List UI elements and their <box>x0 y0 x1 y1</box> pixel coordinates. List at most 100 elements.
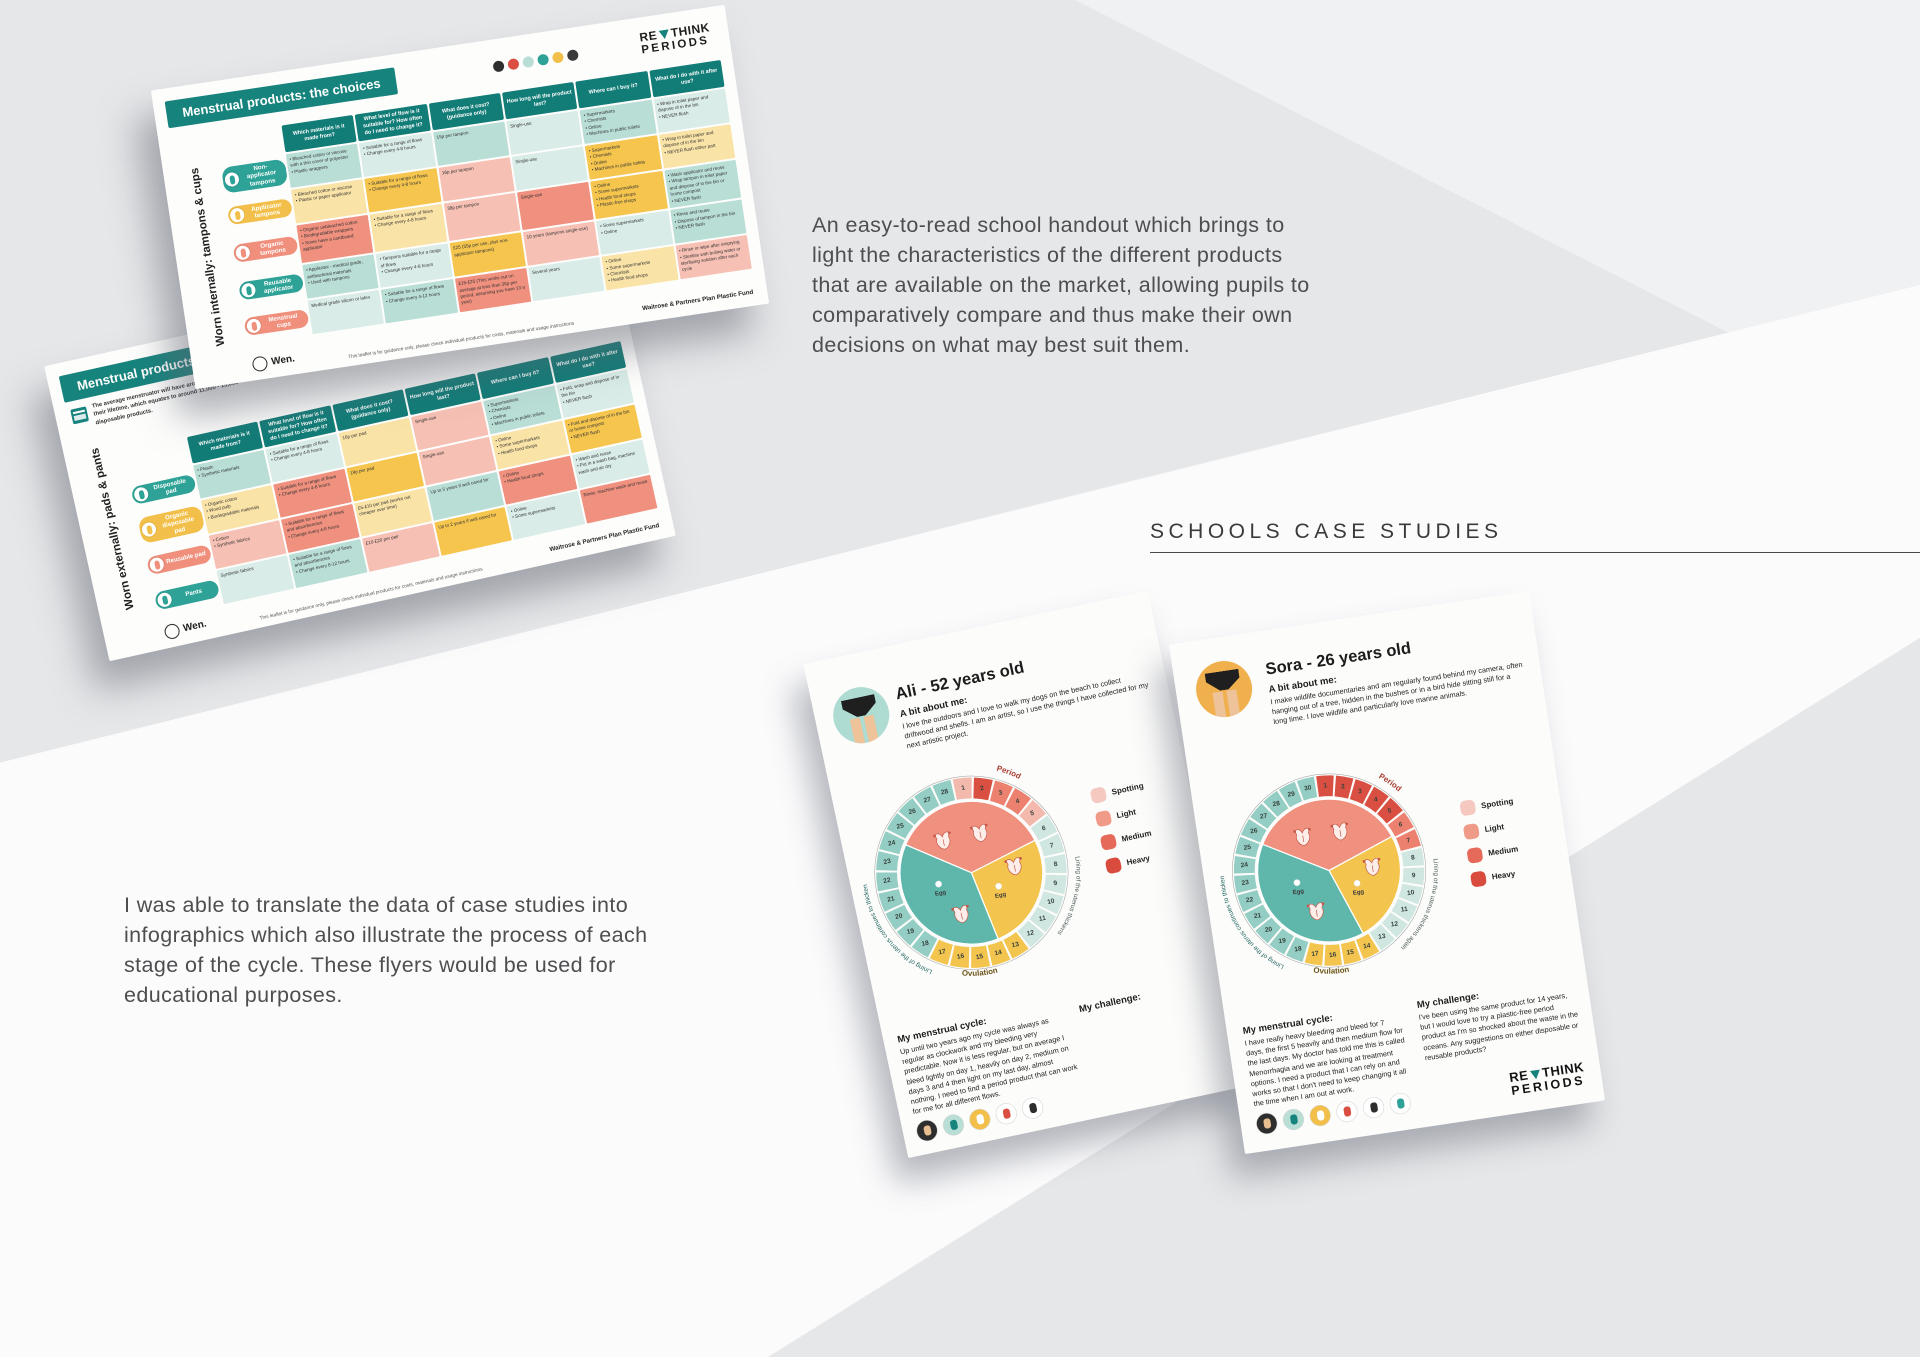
tampon-icon <box>967 1107 992 1132</box>
day-segment <box>1401 847 1425 867</box>
liner-icon <box>1388 1092 1412 1115</box>
day-segment <box>1316 775 1334 797</box>
row-label: Reusable pad <box>165 550 207 566</box>
day-segment <box>879 831 905 855</box>
tampon-icon <box>1308 1104 1332 1127</box>
day-number: 16 <box>1329 951 1338 959</box>
period-pants-icon <box>1255 1112 1279 1135</box>
day-segment <box>1402 867 1425 886</box>
day-number: 21 <box>887 895 896 903</box>
leaflet-tampons-cups: Menstrual products: the choices RE THINK … <box>150 4 770 390</box>
period-pants-icon <box>492 60 505 73</box>
infographics-description: I was able to translate the data of case… <box>124 892 648 1007</box>
day-number: 14 <box>994 949 1003 957</box>
day-segment <box>929 939 953 965</box>
day-number: 24 <box>1240 861 1249 869</box>
row-label: Reusable applicator <box>263 276 294 296</box>
row-label-pill: Non-applicator tampons <box>221 158 289 194</box>
day-segment <box>1364 786 1389 813</box>
organic-pad-icon <box>140 521 158 538</box>
day-number: 26 <box>908 808 917 816</box>
day-segment <box>1296 776 1318 801</box>
day-segment <box>952 777 972 800</box>
legend-label: Medium <box>1487 844 1519 858</box>
phase-wedge <box>1328 835 1402 935</box>
day-number: 20 <box>1264 926 1273 934</box>
applicator-icon <box>551 51 565 64</box>
day-number: 13 <box>1011 941 1020 949</box>
legend-label: Heavy <box>1125 853 1151 868</box>
egg-label: Egg <box>1292 889 1304 897</box>
row-label: Disposable pad <box>152 477 187 496</box>
day-segment <box>1355 933 1380 960</box>
day-number: 14 <box>1363 942 1372 950</box>
day-segment <box>1377 797 1403 824</box>
row-label: Non-applicator tampons <box>246 163 277 188</box>
day-number: 28 <box>1272 800 1281 808</box>
day-segment <box>885 904 913 931</box>
menstrual-cup-icon <box>507 57 520 71</box>
uterus-illustration <box>1293 827 1311 846</box>
day-segment <box>878 889 904 912</box>
day-segment <box>1240 818 1267 843</box>
tampon-icon <box>536 53 550 66</box>
day-number: 20 <box>895 913 904 921</box>
day-segment <box>1044 854 1067 873</box>
legend-swatch <box>1104 856 1123 875</box>
day-number: 26 <box>1250 827 1259 835</box>
day-number: 24 <box>888 839 897 847</box>
uterus-illustration <box>1306 902 1325 921</box>
day-segment <box>1003 932 1029 959</box>
day-number: 29 <box>1287 791 1296 799</box>
legend-label: Heavy <box>1491 869 1516 882</box>
pad-icon <box>994 1101 1019 1126</box>
legend-label: Spotting <box>1480 796 1514 811</box>
day-segment <box>1387 812 1414 837</box>
day-number: 2 <box>1341 783 1346 791</box>
challenge-heading: My challenge: <box>1078 991 1142 1016</box>
row-label-pill: Organic tampons <box>232 235 299 264</box>
egg-label: Egg <box>1353 889 1365 897</box>
day-number: 23 <box>883 858 892 866</box>
day-number: 10 <box>1047 898 1056 906</box>
day-segment <box>1396 829 1421 852</box>
flow-legend: Spotting Light Medium Heavy <box>1089 778 1160 875</box>
organic-tampon-icon <box>234 244 251 261</box>
day-segment <box>1263 790 1289 817</box>
row-label-pill: Organic disposable pad <box>137 505 206 544</box>
logo-triangle-icon <box>1529 1069 1541 1080</box>
day-number: 18 <box>1294 945 1303 953</box>
day-number: 3 <box>1358 788 1363 796</box>
egg-icon <box>995 882 1003 890</box>
day-segment <box>1235 836 1260 858</box>
wen-label: Wen. <box>182 618 208 635</box>
applicator-icon <box>1362 1096 1385 1119</box>
funder-credit: Waitrose & Partners Plan Plastic Fund <box>641 288 754 313</box>
wen-badge-icon <box>251 355 269 373</box>
wheel-outline <box>874 775 1069 970</box>
egg-icon <box>935 880 942 888</box>
menstrual-cup-icon <box>1282 1108 1305 1131</box>
legend-swatch <box>1459 799 1477 817</box>
day-segment <box>914 786 940 814</box>
uterus-illustration <box>933 831 951 850</box>
day-segment <box>949 945 970 968</box>
uterus-illustration <box>1330 822 1349 841</box>
wen-badge-icon <box>163 622 182 641</box>
day-segment <box>1234 874 1257 894</box>
day-number: 7 <box>1049 842 1054 850</box>
legend-item: Heavy <box>1104 849 1160 875</box>
legend-swatch <box>1099 833 1118 851</box>
uterus-illustration <box>951 904 969 924</box>
day-segment <box>896 918 924 946</box>
day-segment <box>1340 940 1362 965</box>
day-segment <box>1038 891 1064 915</box>
day-segment <box>1286 936 1309 962</box>
day-segment <box>911 930 938 958</box>
reusable-applicator-icon <box>240 282 257 299</box>
legend-item: Spotting <box>1089 778 1145 804</box>
day-number: 22 <box>883 877 892 885</box>
pad-icon <box>522 55 535 69</box>
